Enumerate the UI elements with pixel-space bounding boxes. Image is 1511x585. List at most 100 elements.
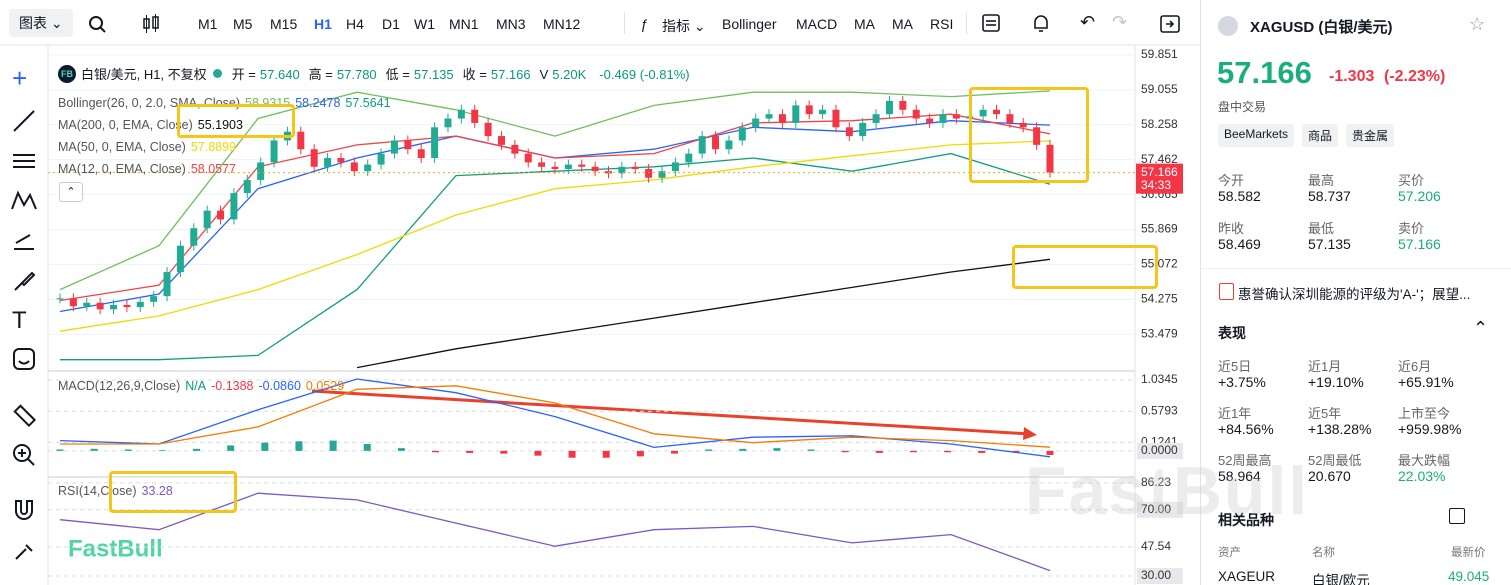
brush-tool[interactable] <box>12 269 36 293</box>
top-toolbar: 图表 ⌄ M1 M5 M15 H1 H4 D1 W1 MN1 MN3 MN12 ƒ 指标 ⌄ Bo… <box>0 0 1200 45</box>
crosshair-tool[interactable]: + <box>12 63 28 93</box>
section-title: 表现 <box>1218 325 1246 341</box>
candle <box>150 296 158 302</box>
stat-value: 58.737 <box>1308 188 1351 204</box>
ruler-tool[interactable] <box>12 403 36 427</box>
histogram-bar <box>158 450 166 451</box>
emoji-tool[interactable] <box>12 347 36 371</box>
candle <box>778 114 786 123</box>
lock-tool[interactable] <box>12 539 36 563</box>
redo-icon[interactable]: ↷ <box>1112 12 1128 32</box>
stat-value: 58.582 <box>1218 188 1261 204</box>
fx-icon: ƒ <box>640 16 648 32</box>
countdown: 34:33 <box>1141 178 1171 192</box>
y-tick-label: 0.5793 <box>1141 403 1178 417</box>
collapse-button[interactable]: ⌃ <box>59 182 83 202</box>
timeframe[interactable]: W1 <box>414 16 435 32</box>
histogram-bar <box>466 450 474 453</box>
histogram-bar <box>705 449 713 451</box>
candle <box>56 298 64 300</box>
histogram-bar <box>807 449 815 451</box>
projection-tool[interactable] <box>12 229 36 253</box>
news-headline[interactable]: 惠誉确认深圳能源的评级为'A-'；展望... <box>1238 287 1471 302</box>
candle <box>217 210 225 220</box>
status-dot <box>212 69 222 78</box>
legend-value: 57.8899 <box>190 140 237 154</box>
histogram-bar <box>875 450 883 453</box>
y-tick-label: 59.055 <box>1141 82 1178 96</box>
candle <box>671 162 679 172</box>
timeframe[interactable]: M5 <box>233 16 253 32</box>
tag[interactable]: BeeMarkets <box>1218 124 1295 147</box>
y-tick-label: 59.851 <box>1141 47 1178 61</box>
pattern-tool[interactable] <box>10 189 38 213</box>
candle <box>765 114 773 119</box>
candle <box>992 109 1000 115</box>
panel-toggle[interactable] <box>1160 15 1180 33</box>
layout-icon[interactable] <box>982 14 1000 32</box>
timeframe[interactable]: M1 <box>198 16 218 32</box>
timeframe[interactable]: D1 <box>382 16 400 32</box>
perf-value: +959.98% <box>1398 421 1462 437</box>
text-tool[interactable]: T <box>12 307 27 334</box>
indicator-line <box>59 113 1051 302</box>
zoom-tool[interactable] <box>12 443 36 467</box>
indicator-shortcut[interactable]: MA <box>892 16 913 32</box>
legend-name: MA(50, 0, EMA, Close) <box>58 140 186 154</box>
histogram-bar <box>295 441 303 451</box>
timeframe[interactable]: H1 <box>314 16 332 32</box>
candle <box>845 127 853 137</box>
magnet-tool[interactable] <box>12 497 36 521</box>
expand-icon[interactable] <box>1449 508 1465 524</box>
candle <box>1019 122 1027 128</box>
timeframe[interactable]: MN1 <box>449 16 479 32</box>
candle <box>872 114 880 123</box>
timeframe[interactable]: MN12 <box>543 16 581 32</box>
chart-menu[interactable]: 图表 ⌄ <box>9 9 73 37</box>
indicator-shortcut[interactable]: MA <box>854 16 875 32</box>
collapse-chevron[interactable]: ⌃ <box>1473 318 1489 338</box>
histogram-bar <box>227 445 235 451</box>
candle-icon[interactable] <box>141 14 161 34</box>
timeframe[interactable]: MN3 <box>496 16 526 32</box>
candle <box>457 109 465 119</box>
related-symbol[interactable]: XAGEUR <box>1218 569 1276 584</box>
fib-tool[interactable] <box>12 149 36 173</box>
y-tick-label: 54.275 <box>1141 292 1178 306</box>
indicator-shortcut[interactable]: Bollinger <box>722 16 777 32</box>
histogram-bar <box>773 448 781 451</box>
histogram-bar <box>739 448 747 451</box>
indicator-shortcut[interactable]: RSI <box>930 16 954 32</box>
tag[interactable]: 商品 <box>1302 124 1339 147</box>
candle <box>484 122 492 137</box>
indicators-button[interactable]: 指标 ⌄ <box>662 18 706 34</box>
stat-value: 57.135 <box>1308 236 1351 252</box>
candle <box>912 109 920 119</box>
line-tool[interactable] <box>12 109 36 133</box>
candle <box>899 101 907 110</box>
candle <box>685 153 693 163</box>
column-header: 资产 <box>1218 547 1241 559</box>
undo-icon[interactable]: ↶ <box>1080 12 1096 32</box>
perf-value: +65.91% <box>1398 374 1454 390</box>
perf-label: 近1年 <box>1218 406 1252 421</box>
section-title: 相关品种 <box>1218 512 1274 528</box>
favorite-star[interactable]: ☆ <box>1469 14 1486 34</box>
timeframe[interactable]: H4 <box>346 16 364 32</box>
quote-panel: XAGUSD (白银/美元) ☆ 57.166 -1.303 (-2.23%) … <box>1200 0 1511 585</box>
search-icon[interactable] <box>88 15 108 35</box>
ohlc-label: 高 = <box>308 67 333 82</box>
ohlc-value: 57.166 <box>490 67 531 82</box>
candle <box>110 304 118 310</box>
candle <box>230 193 238 220</box>
perf-label: 近6月 <box>1398 359 1432 374</box>
highlight-box <box>109 471 237 513</box>
candle <box>69 298 77 307</box>
indicator-line <box>60 152 1051 361</box>
tag[interactable]: 贵金属 <box>1346 124 1395 147</box>
alert-icon[interactable] <box>1031 13 1051 33</box>
timeframe[interactable]: M15 <box>270 16 298 32</box>
perf-label: 最大跌幅 <box>1398 453 1451 468</box>
indicator-shortcut[interactable]: MACD <box>796 16 838 32</box>
